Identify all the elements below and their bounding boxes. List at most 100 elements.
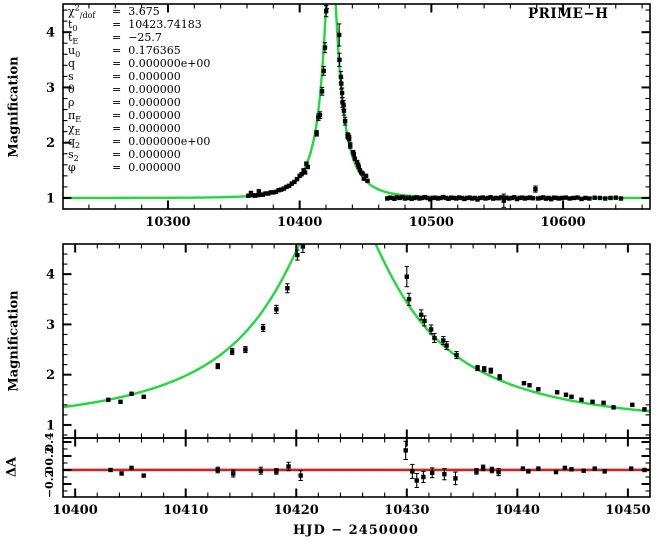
y-axis-label-zoom-magnification: Magnification — [6, 290, 22, 392]
data-point — [480, 195, 485, 200]
data-point — [498, 195, 504, 200]
x-tick-label: 10400 — [277, 215, 322, 230]
x-tick-label: 10500 — [409, 215, 454, 230]
data-point — [525, 195, 530, 201]
data-point — [475, 365, 480, 371]
data-point — [404, 274, 409, 279]
data-point — [485, 195, 491, 201]
parameter-value: 0.000000 — [128, 109, 181, 122]
data-point — [274, 469, 279, 474]
fit-parameter-row: s2 = 0.000000 — [68, 148, 210, 164]
y-tick-label: 3 — [46, 81, 55, 96]
data-point — [356, 164, 362, 170]
fit-parameter-row: tE = −25.7 — [68, 31, 210, 46]
data-point — [488, 195, 493, 200]
data-point — [526, 469, 531, 474]
data-point — [274, 307, 279, 312]
data-point — [342, 118, 348, 124]
data-point — [496, 469, 501, 475]
data-point — [409, 196, 414, 201]
data-point — [385, 196, 390, 201]
data-point — [504, 195, 509, 200]
data-point — [470, 196, 475, 201]
data-point — [108, 467, 113, 473]
parameter-value: 0.000000 — [128, 161, 181, 174]
data-point — [418, 312, 424, 318]
fit-parameter-row: q2 = 0.000000e+00 — [68, 135, 210, 151]
data-point — [279, 187, 284, 192]
data-point — [289, 181, 294, 186]
data-point — [441, 338, 446, 343]
parameter-name: χ2/dof — [68, 3, 96, 21]
data-point — [546, 195, 551, 201]
data-point — [286, 464, 291, 469]
data-point — [412, 195, 417, 201]
data-point — [435, 196, 441, 201]
parameter-name: u0 — [68, 44, 81, 60]
equals-sign: = — [112, 83, 122, 96]
equals-sign: = — [112, 161, 122, 174]
data-point — [506, 196, 512, 201]
data-point — [536, 387, 541, 392]
data-point — [319, 89, 325, 94]
y-tick-label: 3 — [46, 318, 55, 333]
fit-parameter-row: t0 = 10423.74183 — [68, 18, 210, 34]
data-point — [527, 383, 532, 388]
y-tick-label: 4 — [46, 26, 55, 41]
data-point — [456, 195, 462, 200]
equals-sign: = — [112, 31, 122, 44]
data-point — [451, 195, 456, 201]
equals-sign: = — [112, 18, 122, 31]
data-point — [255, 192, 260, 198]
data-point — [285, 286, 290, 291]
data-point — [231, 471, 236, 476]
data-point — [365, 178, 370, 184]
data-point — [361, 176, 367, 181]
data-point — [400, 194, 405, 200]
data-point — [496, 196, 501, 201]
data-point — [346, 136, 352, 141]
data-point — [129, 391, 134, 396]
data-point — [141, 473, 146, 478]
data-point — [323, 8, 329, 14]
data-point — [474, 469, 479, 474]
parameter-name: t0 — [68, 18, 78, 34]
data-point — [472, 195, 478, 201]
parameter-name: s2 — [68, 148, 79, 164]
fit-parameter-row: χ2/dof = 3.675 — [68, 3, 210, 21]
y-tick-label: 0.4 — [43, 432, 56, 451]
data-point — [454, 196, 459, 201]
data-point — [520, 466, 526, 471]
data-point — [541, 195, 546, 200]
data-point — [316, 115, 321, 120]
data-point — [302, 170, 308, 175]
data-point — [575, 195, 580, 200]
data-point — [300, 244, 306, 249]
survey-band-label: PRIME−H — [528, 6, 609, 22]
data-point — [284, 184, 289, 190]
parameter-value: 0.000000 — [128, 70, 181, 83]
equals-sign: = — [112, 70, 122, 83]
fit-parameter-row: ρ = 0.000000 — [68, 96, 210, 109]
data-point — [491, 196, 496, 201]
data-point — [337, 57, 342, 63]
panel-top: 10300 10400 10500 10600 1 2 3 4 — [46, 3, 651, 230]
parameter-value: 0.000000 — [128, 96, 181, 109]
parameter-name: q2 — [68, 135, 81, 151]
data-point — [433, 195, 438, 200]
data-point — [305, 164, 311, 170]
data-point — [602, 469, 607, 474]
panel-frame — [62, 437, 651, 498]
data-point — [480, 465, 486, 471]
x-tick-label: 10420 — [274, 503, 319, 518]
data-point — [260, 192, 265, 197]
data-point — [493, 195, 499, 201]
data-point — [392, 196, 397, 201]
data-point — [579, 397, 584, 403]
data-point — [559, 195, 564, 201]
data-point — [601, 400, 606, 406]
data-point — [459, 195, 464, 201]
fit-parameter-row: q = 0.000000e+00 — [68, 57, 210, 70]
